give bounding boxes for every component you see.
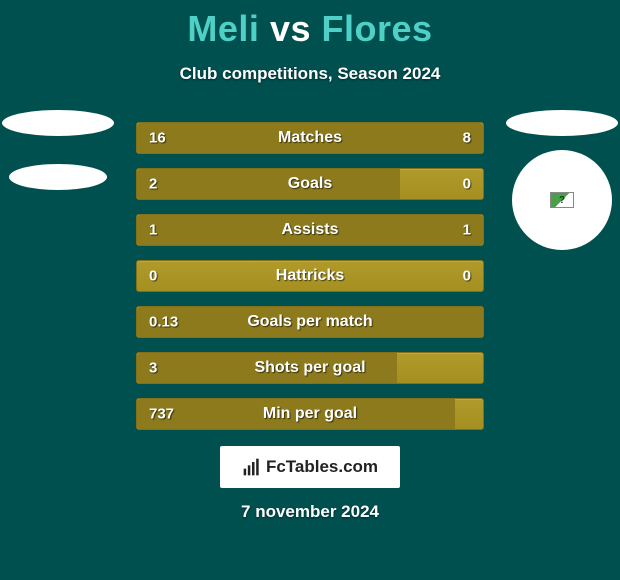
stat-value-left: 737 — [149, 406, 174, 423]
stat-row: 737 Min per goal — [136, 398, 484, 430]
stat-label: Shots per goal — [254, 359, 365, 377]
right-club-column — [502, 110, 620, 250]
stat-value-left: 0 — [149, 268, 157, 285]
bars-icon — [242, 457, 262, 477]
stats-bar-chart: 16 8 Matches 2 0 Goals 1 1 Assists 0 0 Hattricks 0.1… — [136, 122, 484, 430]
comparison-title: Meli vs Flores — [0, 0, 620, 50]
player-right-name: Flores — [322, 8, 433, 49]
stat-row: 1 1 Assists — [136, 214, 484, 246]
left-club-badge-ellipse — [2, 110, 114, 136]
stat-value-left: 0.13 — [149, 314, 178, 331]
stat-row: 0 0 Hattricks — [136, 260, 484, 292]
stat-value-left: 2 — [149, 176, 157, 193]
right-club-badge-circle — [512, 150, 612, 250]
stat-value-right: 0 — [463, 176, 471, 193]
stat-value-right: 8 — [463, 130, 471, 147]
stat-label: Hattricks — [276, 267, 344, 285]
stat-label: Goals — [288, 175, 332, 193]
unknown-club-icon — [550, 192, 574, 208]
player-left-name: Meli — [187, 8, 259, 49]
footer-date: 7 november 2024 — [241, 502, 379, 522]
vs-text: vs — [270, 8, 311, 49]
stat-value-right: 0 — [463, 268, 471, 285]
stat-value-left: 16 — [149, 130, 166, 147]
stat-value-right: 1 — [463, 222, 471, 239]
stat-label: Min per goal — [263, 405, 357, 423]
stat-fill-left — [137, 169, 400, 199]
stat-row: 3 Shots per goal — [136, 352, 484, 384]
stat-label: Matches — [278, 129, 342, 147]
left-club-badge-ellipse — [9, 164, 107, 190]
stat-label: Assists — [282, 221, 339, 239]
stat-row: 0.13 Goals per match — [136, 306, 484, 338]
stat-label: Goals per match — [247, 313, 372, 331]
subtitle: Club competitions, Season 2024 — [0, 64, 620, 84]
brand-text: FcTables.com — [266, 457, 378, 477]
stat-value-left: 1 — [149, 222, 157, 239]
stat-value-left: 3 — [149, 360, 157, 377]
left-club-column — [0, 110, 118, 190]
right-club-badge-ellipse — [506, 110, 618, 136]
stat-row: 2 0 Goals — [136, 168, 484, 200]
fctables-logo: FcTables.com — [220, 446, 400, 488]
stat-row: 16 8 Matches — [136, 122, 484, 154]
